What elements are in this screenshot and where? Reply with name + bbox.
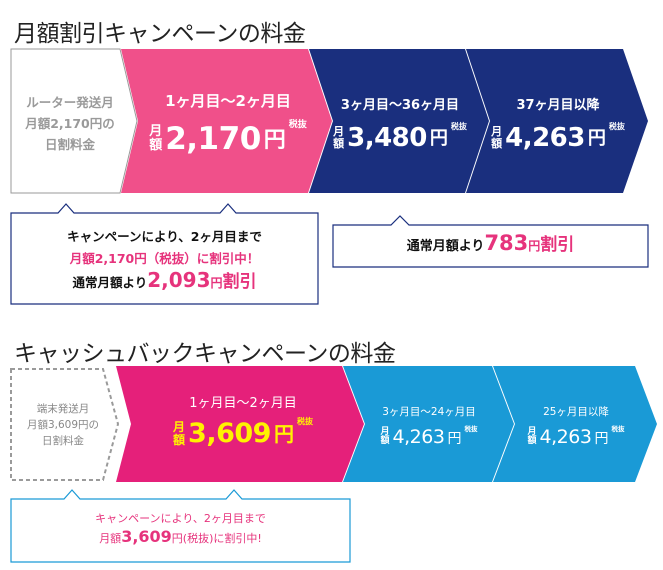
section2-segment1: 1ヶ月目〜2ヶ月目 月 額 3,609 円 税抜 xyxy=(132,392,354,449)
section1-segment1-arrow xyxy=(121,49,332,193)
section2-segment3-period: 25ヶ月目以降 xyxy=(543,406,609,418)
section2-segment1-arrow xyxy=(116,366,364,482)
section1-title: 月額割引キャンペーンの料金 xyxy=(14,21,306,47)
section1-segment1-zei2: 抜 xyxy=(297,120,307,130)
section2-pre-line2: 月額3,609円の xyxy=(26,419,100,431)
section1-pre-line1: ルーター発送月 xyxy=(26,95,114,110)
section2-segment3-arrow xyxy=(493,366,657,482)
section1-note-right-a: 通常月額より xyxy=(406,239,485,254)
section2-segment2-zei1: 税 xyxy=(464,425,471,433)
section1-segment3: 37ヶ月目以降 月 額 4,263 円 税抜 xyxy=(478,94,638,153)
section1-segment2: 3ヶ月目〜36ヶ月目 月 額 3,480 円 税抜 xyxy=(320,94,480,153)
section1-segment2-period: 3ヶ月目〜36ヶ月目 xyxy=(340,98,460,113)
section1-segment2-zei1: 税 xyxy=(450,122,459,131)
section2-segment2: 3ヶ月目〜24ヶ月目 月 額 4,263 円 税抜 xyxy=(356,404,502,448)
section1-segment1-period: 1ヶ月目〜2ヶ月目 xyxy=(165,92,291,110)
section1-note-right-b: 783 xyxy=(484,231,529,255)
section1-segment1-yen: 円 xyxy=(263,128,286,153)
section2-segment1-yen: 円 xyxy=(273,422,294,446)
section1-segment2-tate1: 月 xyxy=(333,125,345,139)
section1-segment3-zei1: 税 xyxy=(608,122,617,131)
section1-flow-diagram xyxy=(10,48,649,305)
section2-note-box xyxy=(10,489,351,563)
section2-note-line2-b: 3,609 xyxy=(121,527,172,546)
section2-segment3-zei1: 税 xyxy=(611,425,618,433)
section1-segment3-tate2: 額 xyxy=(491,137,503,150)
section1-note-right: 通常月額より783円割引 xyxy=(333,230,648,255)
section2-segment1-amount: 3,609 xyxy=(188,418,271,449)
section1-segment3-amount: 4,263 xyxy=(505,123,585,153)
section2-segment3-tate1: 月 xyxy=(527,426,537,437)
section1-pre-line2: 月額2,170円の xyxy=(25,116,115,131)
section2-segment2-tate2: 額 xyxy=(380,436,390,446)
section2-segment3: 25ヶ月目以降 月 額 4,263 円 税抜 xyxy=(506,404,646,448)
section2-segment1-tate2: 額 xyxy=(173,432,186,447)
section1-note-left-line3: 通常月額より2,093円割引 xyxy=(11,267,318,292)
section2-segment2-amount: 4,263 xyxy=(392,426,445,448)
section2-note-line2: 月額3,609円(税抜)に割引中! xyxy=(11,527,350,546)
section2-note-line2-a: 月額 xyxy=(99,532,122,545)
section2-pre-line3: 日割料金 xyxy=(42,435,84,447)
section2-segment2-tate1: 月 xyxy=(380,426,390,437)
section1-segment3-tate1: 月 xyxy=(491,125,503,139)
section2-title: キャッシュバックキャンペーンの料金 xyxy=(14,341,396,367)
section1-segment2-yen: 円 xyxy=(429,128,448,149)
section1-segment3-yen: 円 xyxy=(587,128,606,149)
section1-segment2-tate2: 額 xyxy=(333,137,345,150)
section1-note-left-line1: キャンペーンにより、2ヶ月目まで xyxy=(67,229,262,244)
section1-segment2-amount: 3,480 xyxy=(347,123,427,153)
section2-pre-line1: 端末発送月 xyxy=(36,403,90,415)
section1-note-right-c: 円 xyxy=(528,239,541,253)
section1-segment2-arrow xyxy=(309,49,489,193)
section1-segment3-period: 37ヶ月目以降 xyxy=(516,98,600,113)
section2-segment3-yen: 円 xyxy=(594,431,609,447)
section2-note-line1: キャンペーンにより、2ヶ月目まで xyxy=(95,512,266,525)
section2-note-line2-c: 円(税抜)に割引中! xyxy=(171,532,262,545)
section2-segment3-amount: 4,263 xyxy=(539,426,592,448)
section2-segment2-arrow xyxy=(343,366,514,482)
section1-pre-label: ルーター発送月 月額2,170円の 日割料金 xyxy=(11,92,129,155)
section2-flow-diagram xyxy=(10,366,657,563)
section1-pre-line3: 日割料金 xyxy=(44,137,95,152)
section2-segment2-period: 3ヶ月目〜24ヶ月目 xyxy=(382,406,476,418)
section1-note-left-line3-b: 2,093 xyxy=(147,268,211,292)
section1-note-left-line2: 月額2,170円（税抜）に割引中！ xyxy=(69,251,260,266)
section2-segment2-zei2: 抜 xyxy=(470,425,478,433)
section2-segment3-zei2: 抜 xyxy=(617,425,625,433)
section2-segment1-period: 1ヶ月目〜2ヶ月目 xyxy=(189,396,297,411)
section2-pre-arrow xyxy=(10,368,120,481)
section1-segment3-arrow xyxy=(466,49,648,193)
section1-segment1-tate2: 額 xyxy=(149,138,163,153)
section1-note-right-d: 割引 xyxy=(540,235,575,255)
section2-segment3-tate2: 額 xyxy=(527,436,537,446)
section1-segment1: 1ヶ月目〜2ヶ月目 月 額 2,170 円 税抜 xyxy=(138,90,318,157)
section1-note-left-line3-d: 割引 xyxy=(222,272,257,292)
section2-segment1-zei1: 税 xyxy=(296,417,305,426)
section2-segment2-yen: 円 xyxy=(447,431,462,447)
section1-note-right-box xyxy=(332,215,649,268)
section1-note-left-line3-a: 通常月額より xyxy=(72,275,148,290)
section1-segment1-amount: 2,170 xyxy=(165,121,261,157)
section1-note-left-line3-c: 円 xyxy=(210,276,223,290)
section2-segment1-tate1: 月 xyxy=(173,419,186,434)
section1-segment3-zei2: 抜 xyxy=(616,122,625,131)
section1-segment1-tate1: 月 xyxy=(149,124,163,140)
section1-segment2-zei2: 抜 xyxy=(458,122,467,131)
section1-note-left-box xyxy=(10,203,319,305)
section2-pre-label: 端末発送月 月額3,609円の 日割料金 xyxy=(11,401,115,449)
section2-segment1-zei2: 抜 xyxy=(304,417,313,426)
section1-segment1-zei1: 税 xyxy=(288,120,298,130)
section1-pre-arrow xyxy=(10,48,138,194)
